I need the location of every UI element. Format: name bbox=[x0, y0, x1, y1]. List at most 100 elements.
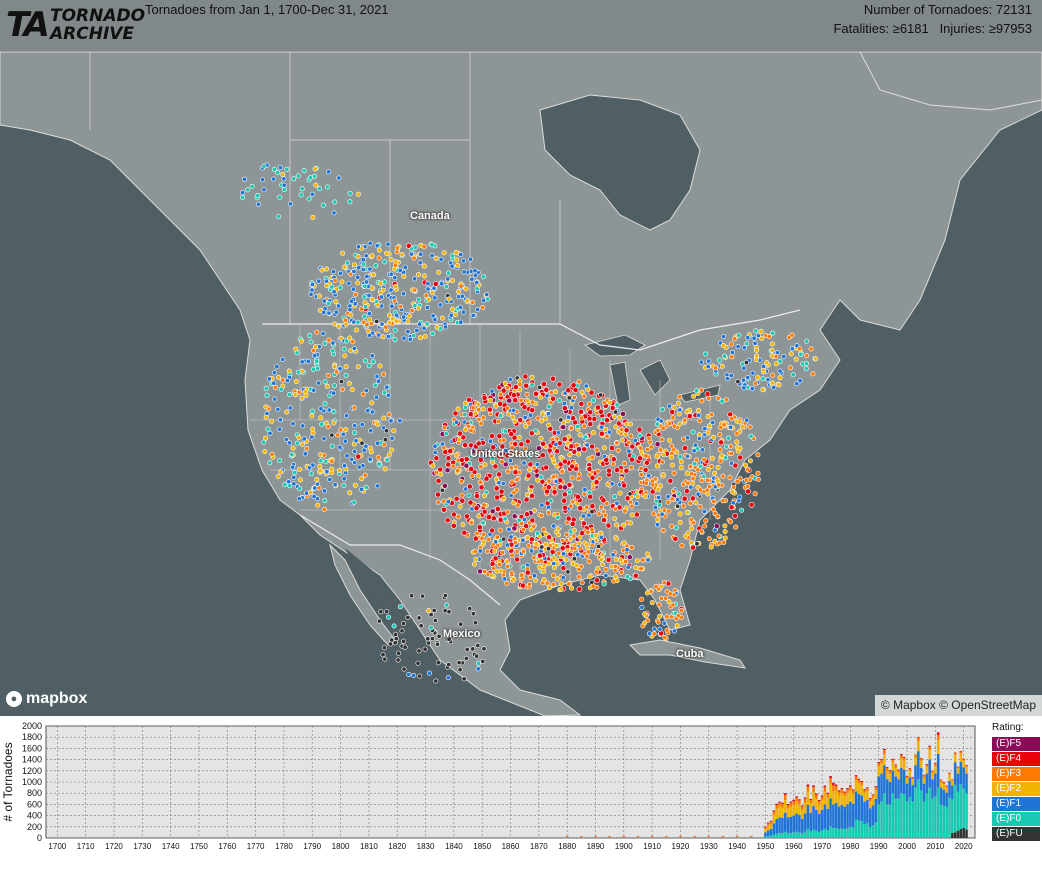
bar-segment[interactable] bbox=[951, 779, 954, 781]
bar-segment[interactable] bbox=[883, 754, 886, 766]
tornado-point[interactable] bbox=[367, 266, 373, 272]
tornado-point[interactable] bbox=[688, 540, 694, 546]
tornado-point[interactable] bbox=[275, 170, 281, 176]
tornado-point[interactable] bbox=[526, 420, 532, 426]
tornado-point[interactable] bbox=[666, 437, 672, 443]
tornado-point[interactable] bbox=[389, 447, 395, 453]
tornado-point[interactable] bbox=[750, 370, 756, 376]
tornado-point[interactable] bbox=[329, 284, 335, 290]
tornado-point[interactable] bbox=[439, 487, 445, 493]
bar-segment[interactable] bbox=[792, 804, 796, 816]
tornado-point[interactable] bbox=[603, 566, 609, 572]
tornado-point[interactable] bbox=[627, 491, 633, 497]
tornado-point[interactable] bbox=[383, 324, 389, 330]
tornado-point[interactable] bbox=[709, 455, 715, 461]
bar-segment[interactable] bbox=[883, 750, 886, 754]
tornado-point[interactable] bbox=[347, 335, 353, 341]
tornado-point[interactable] bbox=[702, 426, 708, 432]
tornado-point[interactable] bbox=[561, 436, 568, 442]
tornado-point[interactable] bbox=[460, 309, 466, 315]
tornado-point[interactable] bbox=[484, 291, 490, 297]
tornado-point[interactable] bbox=[432, 449, 438, 455]
tornado-point[interactable] bbox=[263, 435, 269, 441]
tornado-point[interactable] bbox=[684, 488, 690, 494]
tornado-point[interactable] bbox=[598, 430, 605, 437]
tornado-point[interactable] bbox=[666, 508, 672, 514]
tornado-point[interactable] bbox=[794, 381, 800, 387]
tornado-point[interactable] bbox=[458, 621, 464, 627]
tornado-point[interactable] bbox=[661, 580, 667, 586]
bar-segment[interactable] bbox=[891, 770, 895, 794]
tornado-point[interactable] bbox=[658, 595, 664, 601]
tornado-point[interactable] bbox=[485, 296, 491, 302]
tornado-point[interactable] bbox=[667, 477, 674, 484]
tornado-point[interactable] bbox=[281, 176, 287, 182]
tornado-point[interactable] bbox=[383, 250, 389, 256]
tornado-point[interactable] bbox=[382, 466, 388, 472]
bar-segment[interactable] bbox=[580, 836, 583, 838]
tornado-point[interactable] bbox=[728, 450, 734, 456]
bar-segment[interactable] bbox=[917, 737, 920, 742]
bar-segment[interactable] bbox=[849, 786, 852, 791]
tornado-point[interactable] bbox=[450, 511, 457, 518]
tornado-point[interactable] bbox=[579, 415, 585, 421]
bar-segment[interactable] bbox=[959, 751, 963, 754]
bar-segment[interactable] bbox=[885, 767, 889, 768]
tornado-point[interactable] bbox=[513, 450, 519, 456]
tornado-point[interactable] bbox=[276, 214, 282, 220]
tornado-point[interactable] bbox=[375, 454, 381, 460]
tornado-point[interactable] bbox=[568, 443, 575, 450]
bar-segment[interactable] bbox=[868, 801, 872, 809]
tornado-point[interactable] bbox=[539, 512, 545, 518]
tornado-point[interactable] bbox=[263, 414, 269, 420]
tornado-point[interactable] bbox=[423, 292, 429, 298]
tornado-point[interactable] bbox=[509, 570, 515, 576]
tornado-point[interactable] bbox=[788, 351, 794, 357]
bar-segment[interactable] bbox=[905, 801, 909, 838]
tornado-point[interactable] bbox=[358, 306, 364, 312]
tornado-point[interactable] bbox=[442, 592, 448, 598]
tornado-point[interactable] bbox=[613, 409, 619, 415]
tornado-point[interactable] bbox=[623, 558, 629, 564]
tornado-point[interactable] bbox=[578, 408, 584, 415]
tornado-point[interactable] bbox=[565, 387, 572, 394]
tornado-point[interactable] bbox=[494, 534, 500, 540]
bar-segment[interactable] bbox=[809, 799, 813, 800]
tornado-point[interactable] bbox=[352, 482, 358, 488]
tornado-point[interactable] bbox=[461, 676, 467, 682]
tornado-point[interactable] bbox=[458, 457, 465, 463]
bar-segment[interactable] bbox=[820, 799, 824, 810]
tornado-point[interactable] bbox=[644, 459, 650, 466]
tornado-point[interactable] bbox=[385, 241, 391, 247]
tornado-point[interactable] bbox=[386, 452, 392, 458]
bar-segment[interactable] bbox=[565, 837, 569, 838]
tornado-point[interactable] bbox=[417, 321, 423, 327]
bar-segment[interactable] bbox=[880, 759, 883, 760]
tornado-point[interactable] bbox=[317, 468, 323, 474]
tornado-point[interactable] bbox=[695, 467, 701, 473]
tornado-point[interactable] bbox=[571, 556, 577, 562]
bar-segment[interactable] bbox=[815, 830, 818, 838]
bar-segment[interactable] bbox=[735, 836, 739, 837]
tornado-point[interactable] bbox=[307, 332, 313, 338]
tornado-point[interactable] bbox=[537, 552, 543, 559]
tornado-point[interactable] bbox=[445, 675, 451, 681]
tornado-point[interactable] bbox=[331, 420, 337, 426]
tornado-point[interactable] bbox=[351, 499, 357, 505]
tornado-point[interactable] bbox=[377, 280, 383, 286]
bar-segment[interactable] bbox=[829, 783, 832, 799]
bar-segment[interactable] bbox=[781, 832, 784, 838]
tornado-point[interactable] bbox=[776, 382, 782, 388]
bar-segment[interactable] bbox=[962, 759, 965, 761]
tornado-point[interactable] bbox=[424, 321, 430, 327]
tornado-point[interactable] bbox=[474, 530, 480, 536]
tornado-point[interactable] bbox=[679, 543, 685, 549]
tornado-point[interactable] bbox=[292, 392, 298, 398]
tornado-point[interactable] bbox=[735, 478, 741, 484]
tornado-point[interactable] bbox=[495, 418, 501, 424]
tornado-point[interactable] bbox=[432, 295, 438, 301]
tornado-point[interactable] bbox=[690, 544, 696, 551]
tornado-point[interactable] bbox=[797, 346, 803, 352]
tornado-point[interactable] bbox=[731, 484, 737, 490]
bar-segment[interactable] bbox=[721, 837, 725, 839]
